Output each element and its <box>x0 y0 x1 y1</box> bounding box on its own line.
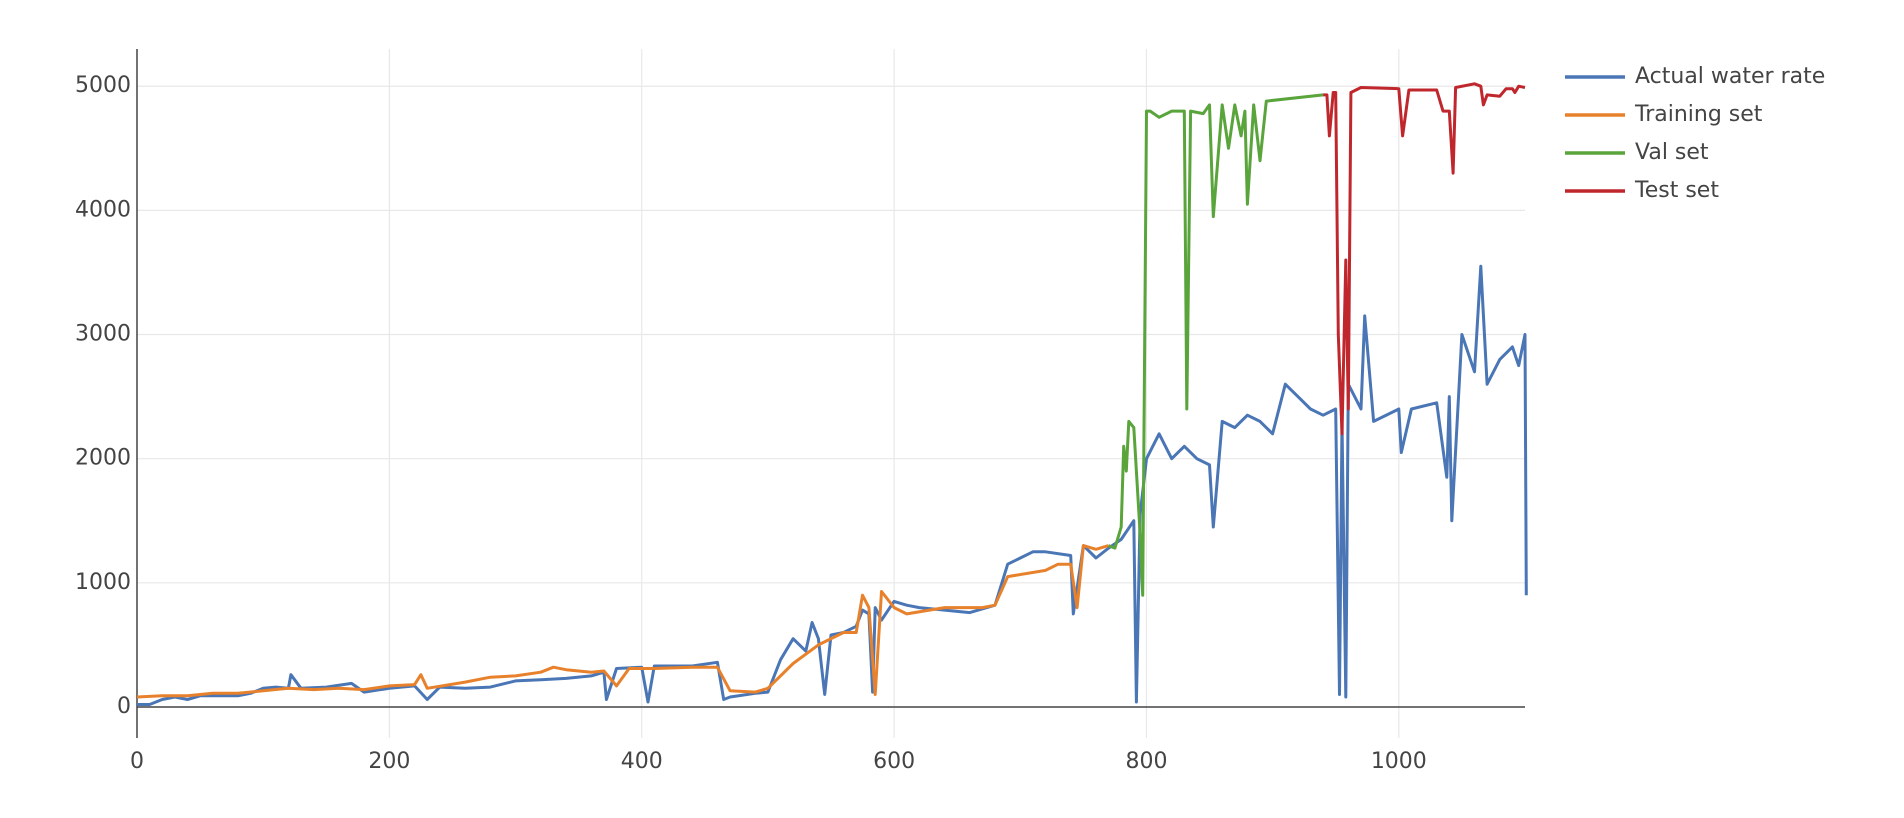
y-tick-label: 4000 <box>75 197 131 222</box>
series-line <box>136 544 1110 699</box>
y-tick-label: 2000 <box>75 446 131 471</box>
x-tick-label: 400 <box>621 749 663 774</box>
legend-label: Val set <box>1635 140 1709 165</box>
legend-label: Test set <box>1634 178 1719 203</box>
series-line <box>1323 82 1526 436</box>
x-tick-label: 600 <box>873 749 915 774</box>
legend-label: Training set <box>1634 102 1763 127</box>
legend-label: Actual water rate <box>1635 64 1825 89</box>
x-tick-label: 1000 <box>1371 749 1427 774</box>
x-tick-label: 200 <box>368 749 410 774</box>
y-tick-label: 5000 <box>75 73 131 98</box>
x-tick-label: 800 <box>1125 749 1167 774</box>
y-tick-label: 0 <box>117 694 131 719</box>
y-tick-label: 3000 <box>75 322 131 347</box>
x-tick-label: 0 <box>130 749 144 774</box>
y-tick-label: 1000 <box>75 570 131 595</box>
series-line <box>1108 93 1324 597</box>
series-line <box>137 264 1528 706</box>
